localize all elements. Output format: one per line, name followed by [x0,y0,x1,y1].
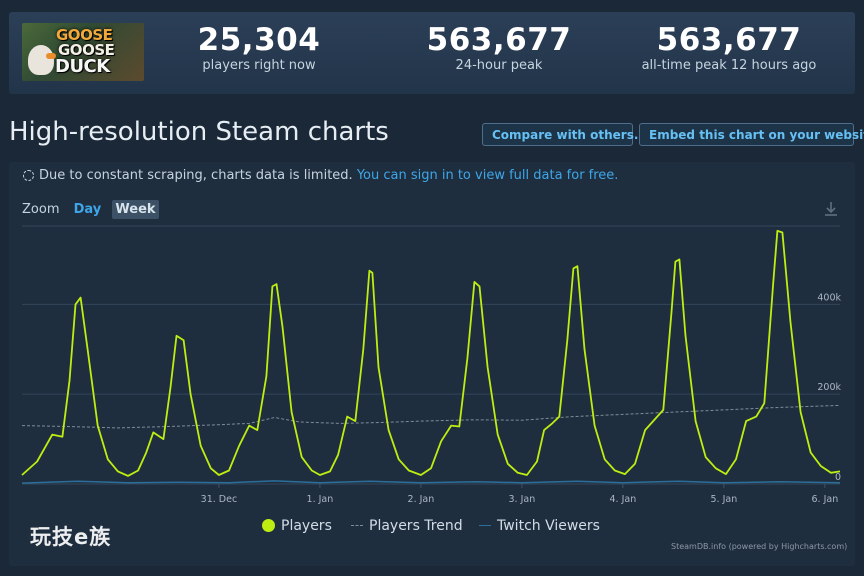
legend-trend-marker [351,525,363,526]
loading-spinner-icon [23,170,34,181]
stat-value: 563,677 [426,22,572,58]
page-title: High-resolution Steam charts [9,117,389,147]
logo-line-3: DUCK [55,56,110,77]
chart-credits[interactable]: SteamDB.info (powered by Highcharts.com) [671,542,848,551]
sign-in-link[interactable]: You can sign in to view full data for fr… [356,168,619,183]
goose-image [28,45,54,75]
stat-players-now: 25,304 players right now [184,22,334,73]
y-tick-label: 400k [817,292,841,303]
goose-beak-shape [46,53,56,59]
chart-panel: Due to constant scraping, charts data is… [9,162,855,566]
legend-twitch-viewers[interactable]: Twitch Viewers [479,518,600,534]
players-chart[interactable]: 0 200k 400k 31. Dec 1. Jan 2. Jan 3. Jan 4. Jan… [9,162,855,566]
x-tick-label: 1. Jan [307,494,334,505]
scraping-notice: Due to constant scraping, charts data is… [23,168,618,183]
logo-line-2: GOOSE [58,41,115,59]
legend-players[interactable]: Players [262,518,332,534]
stat-value: 563,677 [656,22,802,58]
zoom-label: Zoom [22,202,60,217]
embed-chart-button[interactable]: Embed this chart on your website [639,123,864,146]
series-line-twitch-viewers [21,480,841,484]
x-tick-label: 2. Jan [408,494,435,505]
y-tick-label: 0 [835,472,841,483]
stat-label: players right now [202,58,316,73]
zoom-day-button[interactable]: Day [73,202,102,217]
stat-label: all-time peak 12 hours ago [641,58,817,73]
zoom-controls: Zoom Day Week [22,200,159,219]
stat-all-time-peak: 563,677 all-time peak 12 hours ago [634,22,824,73]
stat-label: 24-hour peak [455,58,543,73]
logo-line-1: GOOSE [56,26,113,44]
legend-players-trend[interactable]: Players Trend [351,518,463,534]
x-tick-label: 31. Dec [201,494,238,505]
series-line-players [21,229,841,477]
series-line-players-trend [21,404,841,429]
download-icon[interactable] [822,200,840,218]
stat-24h-peak: 563,677 24-hour peak [414,22,584,73]
legend-players-label: Players [281,518,332,534]
legend-twitch-marker [479,525,491,526]
stats-bar: GOOSE GOOSE DUCK 25,304 players right no… [9,12,855,94]
legend-players-marker [262,519,275,532]
watermark: 玩技e族 [30,525,112,549]
notice-text: Due to constant scraping, charts data is… [39,168,353,183]
x-tick-label: 4. Jan [610,494,637,505]
stat-value: 25,304 [197,22,321,58]
zoom-week-button[interactable]: Week [112,200,159,219]
x-tick-label: 5. Jan [710,494,737,505]
legend-trend-label: Players Trend [369,518,463,534]
legend-twitch-label: Twitch Viewers [497,518,600,534]
compare-button[interactable]: Compare with others... [482,123,648,146]
x-tick-label: 6. Jan [811,494,838,505]
y-tick-label: 200k [817,382,841,393]
x-tick-label: 3. Jan [509,494,536,505]
game-logo[interactable]: GOOSE GOOSE DUCK [22,23,144,81]
